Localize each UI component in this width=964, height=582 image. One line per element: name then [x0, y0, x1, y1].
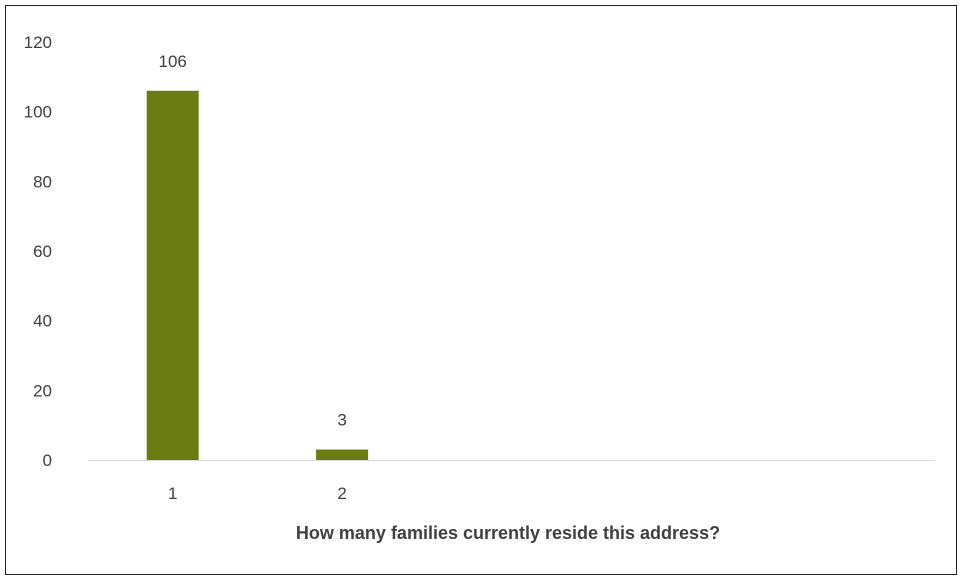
x-axis-title: How many families currently reside this …: [296, 523, 720, 543]
x-tick-label-1: 1: [168, 484, 177, 503]
y-axis-ticks: 0 20 40 60 80 100 120: [24, 33, 52, 470]
data-label-2: 3: [337, 411, 346, 430]
x-tick-label-2: 2: [337, 484, 346, 503]
y-tick-label-80: 80: [33, 172, 52, 191]
bars: [146, 90, 369, 461]
bar-1: [146, 90, 199, 461]
y-tick-label-60: 60: [33, 242, 52, 261]
data-labels: 106 3: [159, 52, 347, 430]
data-label-1: 106: [159, 52, 187, 71]
y-tick-label-120: 120: [24, 33, 52, 52]
y-tick-label-100: 100: [24, 103, 52, 122]
y-tick-label-20: 20: [33, 381, 52, 400]
y-tick-label-40: 40: [33, 312, 52, 331]
y-tick-label-0: 0: [43, 451, 52, 470]
bar-2: [316, 449, 369, 460]
